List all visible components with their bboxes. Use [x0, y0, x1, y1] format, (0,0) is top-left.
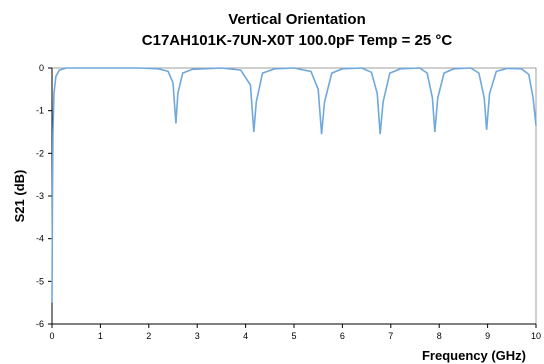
y-tick-label: -5 — [36, 276, 44, 286]
chart-title: Vertical Orientation — [228, 11, 366, 28]
x-tick-label: 1 — [98, 331, 103, 341]
x-tick-label: 10 — [531, 331, 541, 341]
x-tick-label: 6 — [340, 331, 345, 341]
chart-subtitle: C17AH101K-7UN-X0T 100.0pF Temp = 25 °C — [142, 32, 453, 49]
y-tick-label: -3 — [36, 191, 44, 201]
x-tick-label: 2 — [146, 331, 151, 341]
y-tick-label: -6 — [36, 319, 44, 329]
x-axis-title: Frequency (GHz) — [422, 348, 526, 363]
y-tick-label: -2 — [36, 148, 44, 158]
series-line — [51, 67, 537, 303]
y-axis-ticks: 0 -1 -2 -3 -4 -5 -6 — [36, 63, 52, 329]
plot-area — [51, 67, 537, 325]
x-tick-label: 0 — [49, 331, 54, 341]
x-tick-label: 8 — [437, 331, 442, 341]
y-tick-label: -1 — [36, 106, 44, 116]
x-tick-label: 3 — [195, 331, 200, 341]
y-axis-title: S21 (dB) — [12, 170, 27, 223]
x-tick-label: 4 — [243, 331, 248, 341]
y-tick-label: -4 — [36, 234, 44, 244]
y-tick-label: 0 — [39, 63, 44, 73]
x-axis-ticks: 0 1 2 3 4 5 6 7 8 9 10 — [49, 324, 541, 341]
x-tick-label: 7 — [388, 331, 393, 341]
x-tick-label: 9 — [485, 331, 490, 341]
x-tick-label: 5 — [291, 331, 296, 341]
